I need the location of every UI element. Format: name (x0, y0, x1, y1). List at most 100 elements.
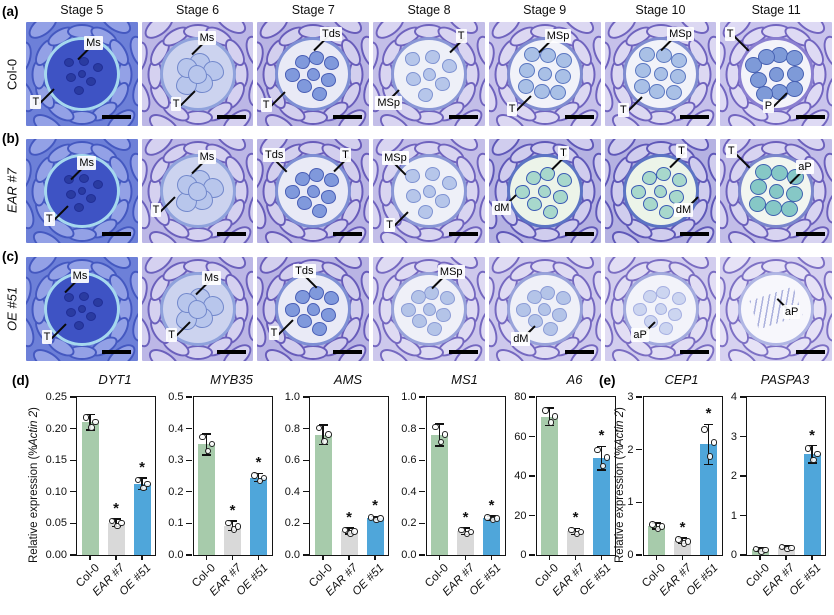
micrograph-tile: MSp T (604, 22, 717, 126)
error-bar-cap (704, 463, 713, 466)
y-tick (186, 427, 193, 430)
cell-blob (188, 181, 208, 201)
data-point (788, 544, 795, 552)
plot-area: 0.0 0.2 0.4 0.6 0.8 1.0 * * Col-0 EAR #7 OE #51 (285, 391, 389, 599)
y-tick-label: 3 (627, 391, 634, 403)
x-tick (231, 555, 234, 560)
panel-e-charts: CEP1 Relative expression (% Actin 2) 0 1 2 3 *… (612, 372, 834, 599)
x-tick (681, 555, 684, 560)
x-tick (785, 555, 787, 560)
cell-blob (63, 175, 74, 185)
cell-blob (296, 79, 312, 94)
cell-blob (553, 190, 568, 205)
cell-blob (65, 308, 76, 318)
micrograph-tile: Ms T (26, 139, 138, 243)
y-tick (69, 459, 76, 461)
locule (622, 272, 699, 346)
y-tick-label: 0.20 (45, 422, 67, 435)
cell-blob (764, 200, 782, 217)
stage-header-label: Stage 9 (523, 3, 567, 17)
annotation-chip: MSp (544, 29, 572, 44)
cell-blob (295, 289, 311, 304)
locule (738, 37, 815, 111)
y-tick-label: 0.2 (168, 485, 184, 498)
data-point (321, 438, 328, 445)
cell-blob (295, 54, 311, 69)
data-point (108, 517, 116, 525)
bar (314, 434, 332, 555)
chart-body: 0 20 40 60 80 * * Col-0 EAR #7 OE #51 (514, 391, 616, 599)
scale-bar (448, 114, 478, 119)
annotation-chip: MSp (667, 27, 694, 42)
locule (506, 154, 583, 228)
cell-blob (556, 172, 572, 187)
cell-blob (74, 85, 85, 95)
y-tick-label: 0.0 (168, 549, 184, 561)
plot-frame: 0 1 2 3 4 * Col-0 EAR #7 OE #51 (731, 391, 826, 599)
cell-blob (188, 299, 208, 319)
scale-bar (680, 231, 710, 236)
y-tick (186, 554, 193, 556)
cell-blob (63, 58, 74, 68)
y-tick (302, 554, 309, 556)
y-tick (302, 459, 309, 461)
annotation-chip: aP (782, 304, 801, 319)
cell-blob (672, 172, 688, 187)
x-tick (600, 555, 603, 560)
scale-bar (564, 349, 594, 354)
annotation-chip: MSp (437, 265, 465, 280)
x-tick-labels: Col-0 EAR #7 OE #51 (744, 562, 825, 614)
cell-blob (543, 321, 559, 336)
bar (700, 444, 717, 555)
plot-frame: 0.00 0.05 0.10 0.15 0.20 0.25 * * Col-0 EAR #7 OE … (46, 391, 156, 599)
cell-blob (424, 49, 440, 64)
error-bar (600, 446, 603, 471)
cell-blob (65, 190, 76, 200)
y-tick-label: 0.10 (45, 485, 67, 498)
cell-blob (417, 88, 433, 103)
cell-blob (405, 72, 421, 87)
significance-asterisk: * (229, 502, 236, 520)
error-bar-cap (545, 407, 554, 409)
y-tick-label: 0.2 (284, 517, 300, 530)
annotation-chip: T (725, 144, 737, 159)
cell-blob (543, 204, 559, 219)
scale-bar (217, 114, 247, 119)
bar (541, 416, 558, 555)
stage-header-label: Stage 6 (176, 3, 220, 17)
bar (81, 422, 99, 555)
bar (224, 525, 241, 555)
y-tick (69, 491, 76, 493)
y-tick (419, 522, 426, 525)
data-point (599, 462, 607, 470)
micrograph-tile: Ms T (141, 257, 254, 361)
significance-asterisk: * (113, 499, 119, 517)
y-tick (529, 514, 536, 517)
cell-blob (754, 163, 772, 180)
y-tick-label: 0.00 (45, 549, 67, 561)
x-tick-labels: Col-0 EAR #7 OE #51 (74, 562, 155, 614)
significance-asterisk: * (139, 458, 145, 476)
scale-bar (217, 231, 247, 236)
annotation-chip: Ms (197, 150, 217, 165)
data-point (88, 424, 95, 431)
annotation-chip: dM (492, 201, 512, 216)
cell-blob (555, 291, 571, 306)
error-bar-cap (755, 546, 765, 549)
cell-blob (434, 77, 450, 92)
x-tick-labels: Col-0 EAR #7 OE #51 (190, 562, 272, 614)
micrograph-row: Ms T Ms T Tds T T MSp MSp T MSp T T P (26, 22, 832, 126)
data-point (568, 526, 575, 534)
bar (567, 531, 584, 555)
locule (44, 37, 120, 111)
stage-header-label: Stage 8 (407, 3, 451, 17)
y-tick-label: 1.0 (284, 391, 300, 403)
cell-blob (440, 291, 456, 306)
error-bar-cap (571, 527, 580, 530)
y-tick-label: 2 (730, 470, 737, 482)
y-tick (302, 427, 309, 430)
data-point (493, 515, 501, 522)
scale-bar (448, 349, 478, 354)
cell-blob (65, 73, 76, 83)
